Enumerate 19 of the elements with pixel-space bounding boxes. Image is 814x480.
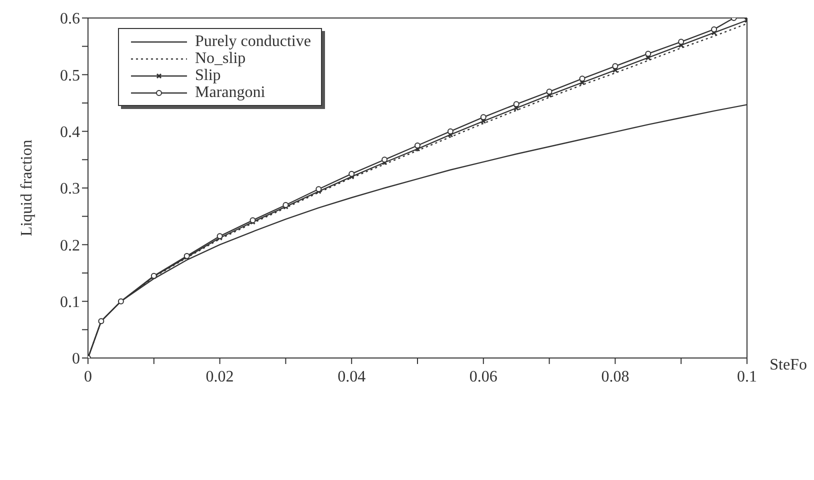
- x-tick-label: 0.08: [601, 368, 630, 386]
- y-tick-label: 0.2: [60, 237, 80, 254]
- y-tick-label: 0.4: [60, 124, 80, 142]
- legend-label: Marangoni: [195, 84, 266, 102]
- y-tick-label: 0.5: [60, 67, 80, 84]
- legend-label: Slip: [195, 66, 221, 84]
- y-axis-title: Liquid fraction: [18, 140, 36, 236]
- legend-label: No_slip: [195, 50, 246, 68]
- y-tick-label: 0.6: [60, 10, 80, 28]
- x-tick-label: 0.06: [469, 368, 498, 386]
- x-tick-label: 0.02: [206, 368, 234, 386]
- x-tick-label: 0.04: [338, 368, 366, 386]
- y-tick-label: 0: [72, 350, 80, 368]
- x-tick-label: 0.1: [737, 368, 757, 386]
- x-axis-title: SteFo: [770, 356, 807, 374]
- y-tick-label: 0.1: [60, 294, 80, 312]
- y-tick-label: 0.3: [60, 180, 80, 198]
- x-tick-label: 0: [84, 368, 92, 386]
- legend-label: Purely conductive: [195, 32, 311, 50]
